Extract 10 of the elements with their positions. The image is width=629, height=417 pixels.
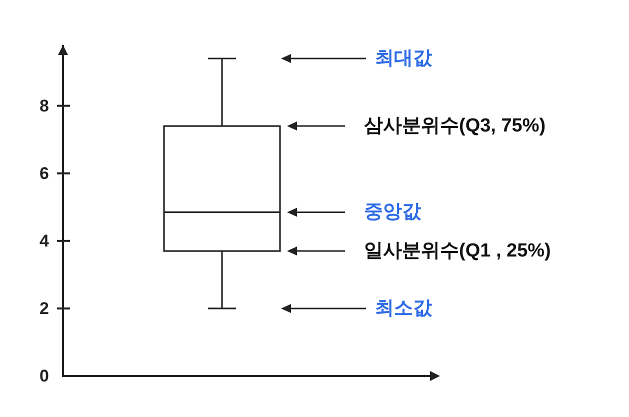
- annotation: 삼사분위수(Q3, 75%): [364, 116, 546, 137]
- y-tick-label: 2: [40, 298, 49, 318]
- y-tick-label: 8: [40, 96, 49, 116]
- y-tick-label: 4: [40, 231, 50, 250]
- annotation: 최소값: [375, 298, 433, 319]
- y-tick-label: 0: [40, 366, 49, 386]
- y-tick-label: 6: [40, 164, 49, 183]
- annotation: 최대값: [375, 48, 433, 70]
- annotation: 중앙값: [364, 202, 422, 223]
- annotation: 일사분위수(Q1 , 25%): [364, 240, 551, 262]
